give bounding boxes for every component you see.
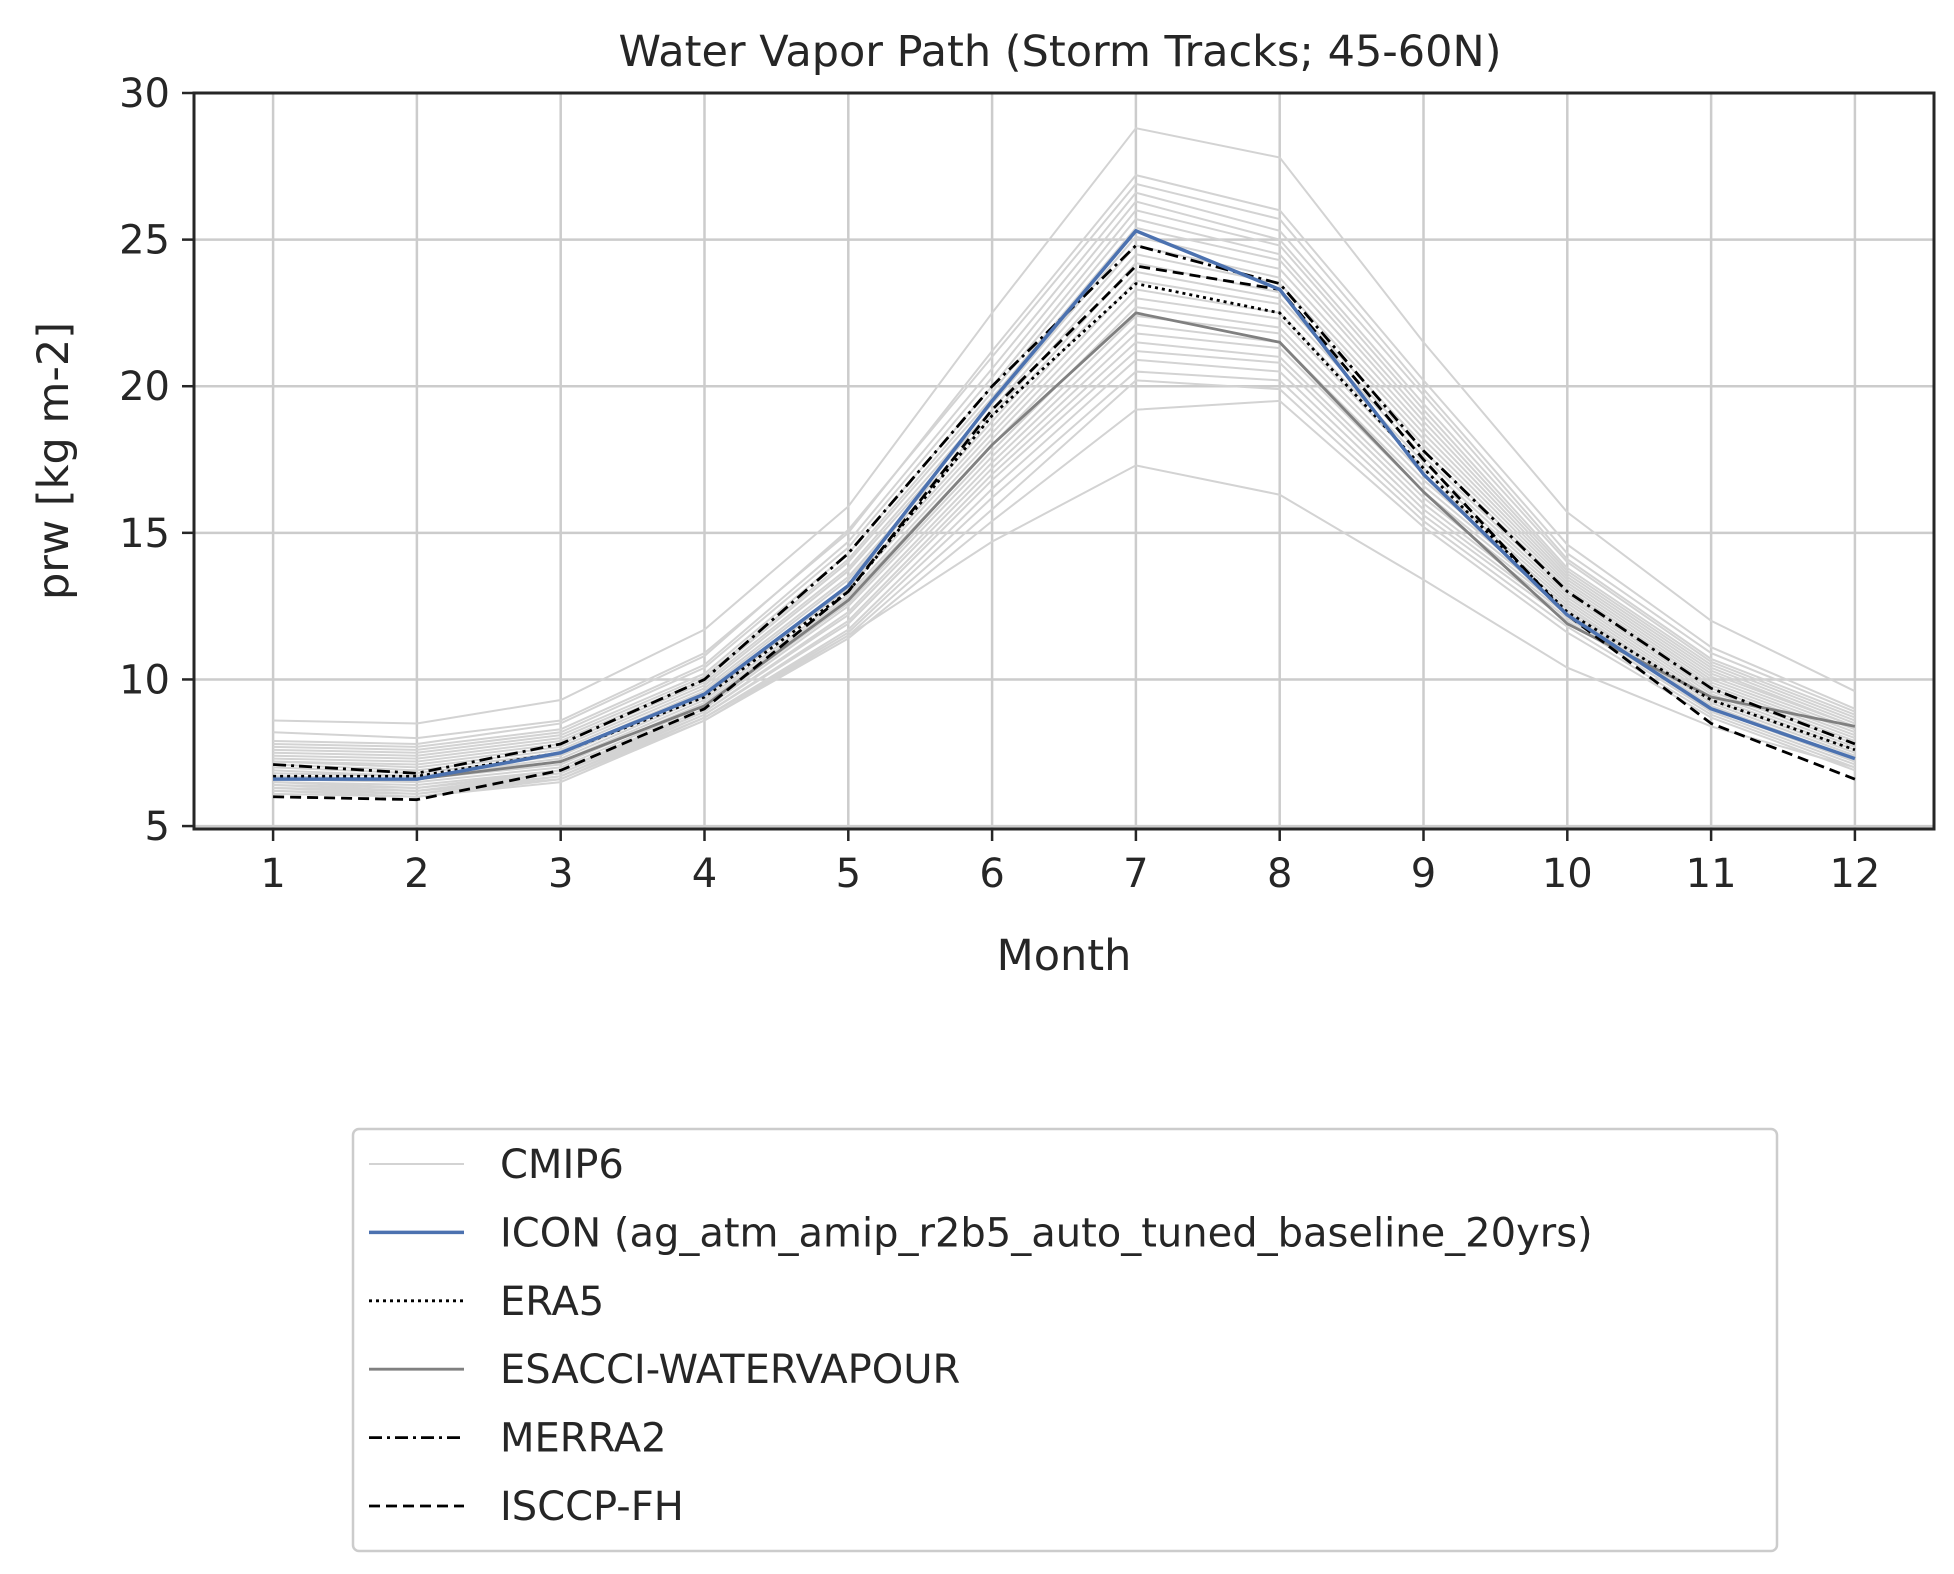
x-tick-label: 2: [404, 851, 429, 897]
x-tick-label: 4: [692, 851, 717, 897]
legend-label: ERA5: [500, 1279, 604, 1325]
cmip6-member-line: [273, 173, 1856, 740]
y-tick-label: 25: [119, 218, 170, 264]
cmip6-member-line: [273, 279, 1856, 778]
x-axis-label: Month: [997, 931, 1132, 981]
legend-label: MERRA2: [500, 1416, 667, 1462]
cmip6-member-line: [273, 323, 1856, 789]
cmip6-member-line: [273, 464, 1856, 792]
plot-frame: [192, 91, 1936, 831]
cmip6-member-line: [273, 200, 1856, 751]
y-tick-label: 10: [119, 657, 170, 703]
y-tick-label: 30: [119, 71, 170, 117]
cmip6-member-line: [273, 399, 1856, 798]
series-line-merra2: [273, 244, 1856, 775]
series-line-era5: [273, 282, 1856, 778]
x-tick-label: 11: [1686, 851, 1737, 897]
y-tick-label: 20: [119, 364, 170, 410]
x-axis-ticks: 1 2 3 4 5 6 7 8 9 10 11 12: [260, 829, 1880, 897]
cmip6-member-line: [273, 253, 1856, 769]
cmip6-member-line: [273, 235, 1856, 763]
x-tick-label: 3: [548, 851, 573, 897]
x-tick-label: 6: [979, 851, 1004, 897]
y-axis-ticks: 5 10 15 20 25 30: [119, 71, 194, 850]
x-tick-label: 7: [1123, 851, 1148, 897]
y-tick-label: 15: [119, 511, 170, 557]
series-line-icon: [273, 229, 1856, 781]
series-line-esacci-watervapour: [273, 311, 1856, 781]
legend-frame: [351, 1127, 1779, 1553]
legend-label: ISCCP-FH: [500, 1484, 684, 1530]
cmip6-member-line: [273, 182, 1856, 745]
y-axis-label: prw [kg m-2]: [29, 322, 79, 600]
cmip6-member-line: [273, 297, 1856, 781]
cmip6-member-line: [273, 217, 1856, 757]
legend-label: ICON (ag_atm_amip_r2b5_auto_tuned_baseli…: [500, 1210, 1593, 1256]
legend: CMIP6 ICON (ag_atm_amip_r2b5_auto_tuned_b…: [351, 1127, 1779, 1553]
y-tick-label: 5: [145, 804, 170, 850]
x-tick-label: 8: [1267, 851, 1292, 897]
x-tick-label: 5: [836, 851, 861, 897]
series-lines: [273, 229, 1856, 802]
cmip6-member-line: [273, 209, 1856, 754]
x-tick-label: 9: [1411, 851, 1436, 897]
x-tick-label: 1: [260, 851, 285, 897]
legend-label: CMIP6: [500, 1142, 624, 1188]
cmip6-member-line: [273, 226, 1856, 760]
legend-label: ESACCI-WATERVAPOUR: [500, 1347, 960, 1393]
x-tick-label: 12: [1829, 851, 1880, 897]
cmip6-member-line: [273, 127, 1856, 725]
x-tick-label: 10: [1542, 851, 1593, 897]
legend-items: CMIP6 ICON (ag_atm_amip_r2b5_auto_tuned_b…: [369, 1142, 1593, 1530]
chart-title: Water Vapor Path (Storm Tracks; 45-60N): [619, 27, 1502, 77]
cmip6-member-line: [273, 191, 1856, 748]
cmip6-member-line: [273, 358, 1856, 795]
